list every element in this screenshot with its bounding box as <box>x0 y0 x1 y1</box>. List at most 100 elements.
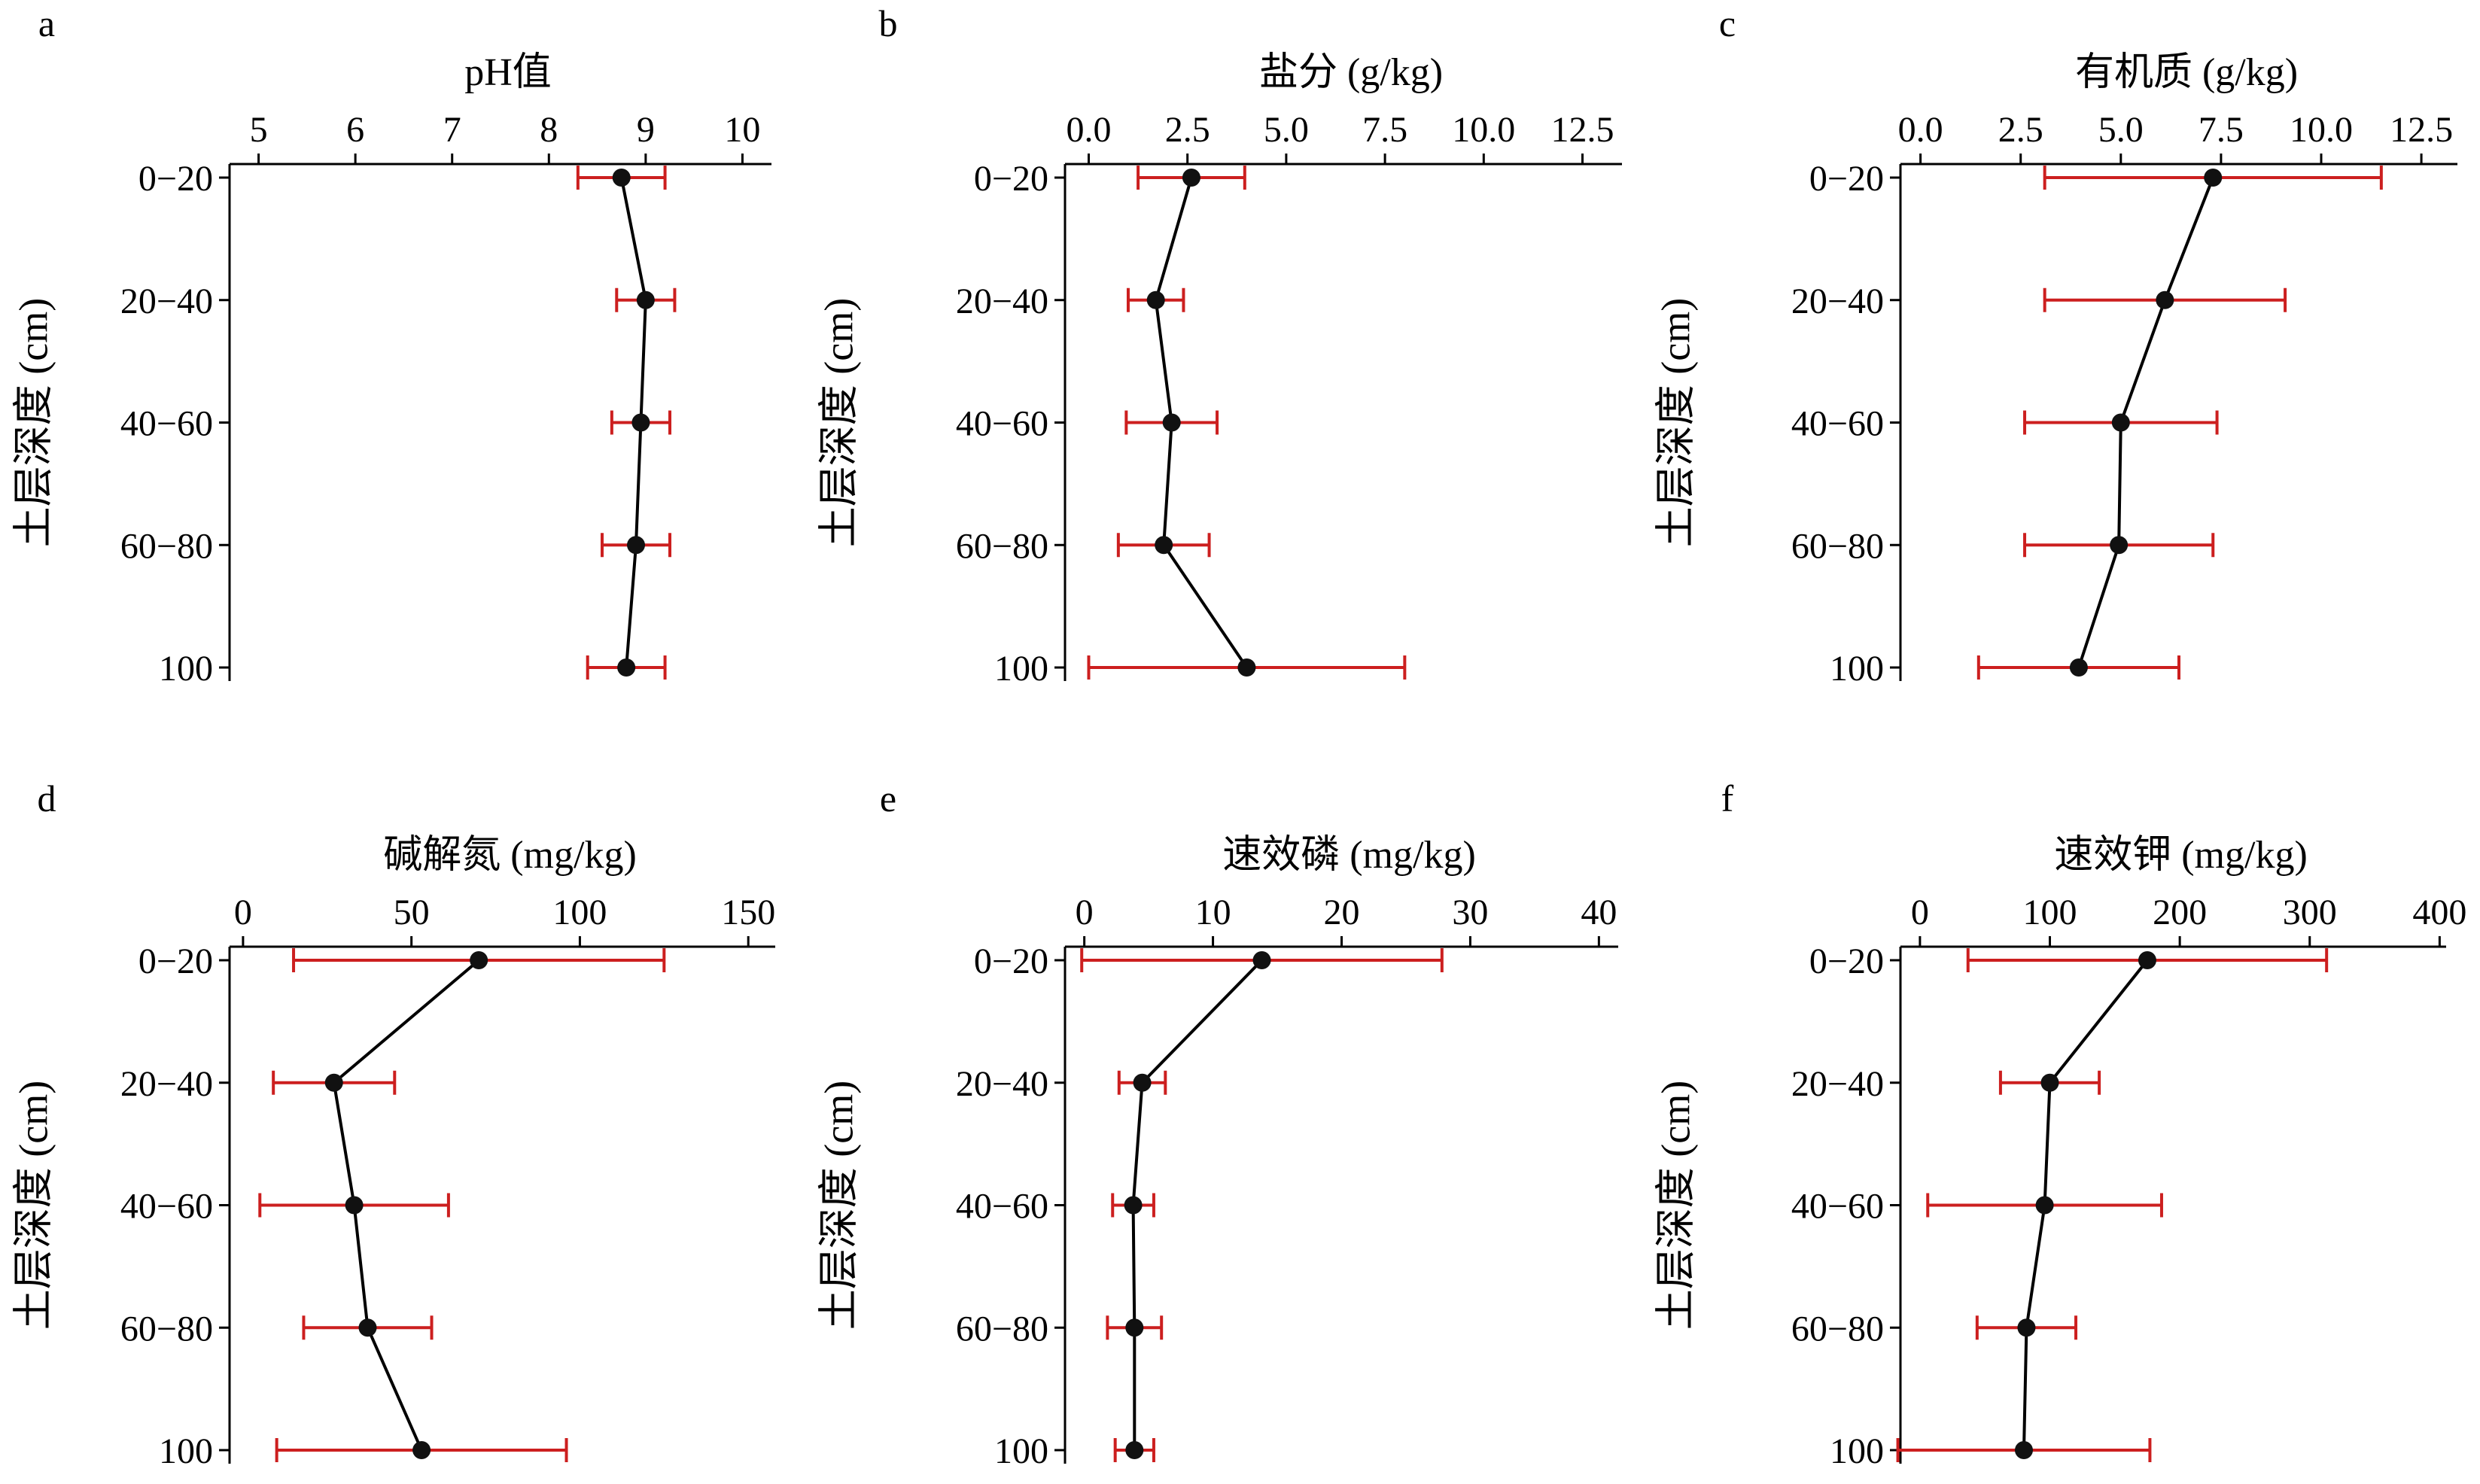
data-point <box>636 290 655 309</box>
x-tick-label: 5.0 <box>2098 110 2144 150</box>
axis-title: 速效磷 (mg/kg) <box>1222 834 1476 877</box>
panel-d: d 碱解氮 (mg/kg) 0 50 100 150 0−20 20−40 40−60 60−80… <box>11 777 775 1471</box>
data-point <box>1133 1073 1152 1092</box>
x-tick-label: 20 <box>1324 893 1360 932</box>
y-tick-label: 0−20 <box>138 941 213 981</box>
y-axis-label: 土层深度 (cm) <box>1653 298 1698 547</box>
data-point <box>412 1441 431 1459</box>
x-tick-label: 2.5 <box>1165 110 1210 150</box>
data-point <box>1162 413 1181 432</box>
x-tick-label: 0.0 <box>1898 110 1943 150</box>
y-axis-label: 土层深度 (cm) <box>816 1081 861 1330</box>
y-tick-label: 100 <box>1830 649 1884 689</box>
x-tick-label: 6 <box>346 110 364 150</box>
data-point <box>2156 290 2174 309</box>
data-point <box>2014 1441 2033 1459</box>
x-tick-label: 10 <box>724 110 760 150</box>
axis-title: 有机质 (g/kg) <box>2075 51 2298 94</box>
y-tick-label: 40−60 <box>1791 1187 1884 1227</box>
y-tick-label: 100 <box>1830 1431 1884 1471</box>
x-tick-label: 40 <box>1581 893 1617 932</box>
y-axis-label: 土层深度 (cm) <box>1653 1081 1698 1330</box>
x-tick-label: 100 <box>2023 893 2077 932</box>
x-tick-label: 150 <box>721 893 775 932</box>
y-tick-label: 100 <box>159 1431 213 1471</box>
panel-letter: d <box>38 777 56 820</box>
y-tick-label: 20−40 <box>1791 281 1884 321</box>
x-tick-label: 10.0 <box>1452 110 1515 150</box>
axis-title: 碱解氮 (mg/kg) <box>383 834 637 877</box>
y-tick-label: 0−20 <box>1809 159 1884 199</box>
y-tick-label: 60−80 <box>1791 1309 1884 1349</box>
data-point <box>1124 1196 1143 1215</box>
data-point <box>358 1318 377 1337</box>
axis-title: 盐分 (g/kg) <box>1259 51 1443 94</box>
axis-title: pH值 <box>464 51 552 94</box>
data-point <box>2069 658 2088 677</box>
x-tick-label: 0.0 <box>1066 110 1111 150</box>
data-point <box>1252 951 1271 969</box>
x-tick-label: 9 <box>637 110 655 150</box>
y-tick-label: 20−40 <box>956 1064 1048 1104</box>
data-point <box>324 1073 343 1092</box>
y-tick-label: 20−40 <box>120 281 213 321</box>
y-tick-label: 40−60 <box>956 404 1048 444</box>
data-point <box>1125 1318 1144 1337</box>
panel-c: c 有机质 (g/kg) 0.0 2.5 5.0 7.5 10.0 12.5 0−20 20−40… <box>1653 2 2457 689</box>
y-axis-label: 土层深度 (cm) <box>11 298 56 547</box>
y-axis-label: 土层深度 (cm) <box>11 1081 56 1330</box>
y-tick-label: 40−60 <box>956 1187 1048 1227</box>
y-tick-label: 100 <box>994 649 1048 689</box>
x-tick-label: 12.5 <box>2390 110 2453 150</box>
x-tick-label: 0 <box>1076 893 1094 932</box>
data-point <box>627 536 645 555</box>
x-tick-label: 5 <box>250 110 268 150</box>
panel-letter: a <box>38 2 55 44</box>
x-tick-label: 400 <box>2412 893 2466 932</box>
data-point <box>1182 169 1200 187</box>
y-tick-label: 40−60 <box>1791 404 1884 444</box>
x-tick-label: 100 <box>552 893 607 932</box>
data-point <box>2035 1196 2054 1215</box>
data-point <box>617 658 636 677</box>
x-tick-label: 30 <box>1452 893 1488 932</box>
data-point <box>2138 951 2156 969</box>
y-tick-label: 60−80 <box>120 1309 213 1349</box>
data-point <box>2017 1318 2036 1337</box>
x-tick-label: 10 <box>1195 893 1231 932</box>
data-point <box>1237 658 1256 677</box>
y-tick-label: 20−40 <box>1791 1064 1884 1104</box>
y-tick-label: 0−20 <box>138 159 213 199</box>
y-tick-label: 60−80 <box>1791 526 1884 566</box>
panel-e: e 速效磷 (mg/kg) 0 10 20 30 40 0−20 20−40 40−60 60−80… <box>816 777 1618 1471</box>
panel-letter: c <box>1719 2 1736 44</box>
panel-letter: f <box>1721 777 1734 820</box>
data-point <box>1146 290 1165 309</box>
x-tick-label: 200 <box>2153 893 2207 932</box>
data-point <box>1125 1441 1144 1459</box>
x-tick-label: 10.0 <box>2290 110 2353 150</box>
y-tick-label: 20−40 <box>956 281 1048 321</box>
data-point <box>2204 169 2223 187</box>
x-tick-label: 0 <box>1911 893 1929 932</box>
y-tick-label: 40−60 <box>120 1187 213 1227</box>
axis-title: 速效钾 (mg/kg) <box>2054 834 2308 877</box>
y-tick-label: 100 <box>159 649 213 689</box>
x-tick-label: 7.5 <box>2199 110 2244 150</box>
panel-a: a pH值 5 6 7 8 9 10 0−20 20−40 40−60 60−80 100 土层深度 (c… <box>11 2 771 689</box>
x-tick-label: 7 <box>443 110 461 150</box>
y-tick-label: 0−20 <box>1809 941 1884 981</box>
y-tick-label: 0−20 <box>974 159 1048 199</box>
y-tick-label: 60−80 <box>956 526 1048 566</box>
x-tick-label: 50 <box>394 893 430 932</box>
y-tick-label: 100 <box>994 1431 1048 1471</box>
data-point <box>612 169 631 187</box>
data-point <box>1155 536 1173 555</box>
data-point <box>470 951 488 969</box>
panel-letter: e <box>880 777 896 820</box>
y-tick-label: 0−20 <box>974 941 1048 981</box>
data-point <box>345 1196 364 1215</box>
y-tick-label: 60−80 <box>120 526 213 566</box>
data-point <box>2040 1073 2059 1092</box>
